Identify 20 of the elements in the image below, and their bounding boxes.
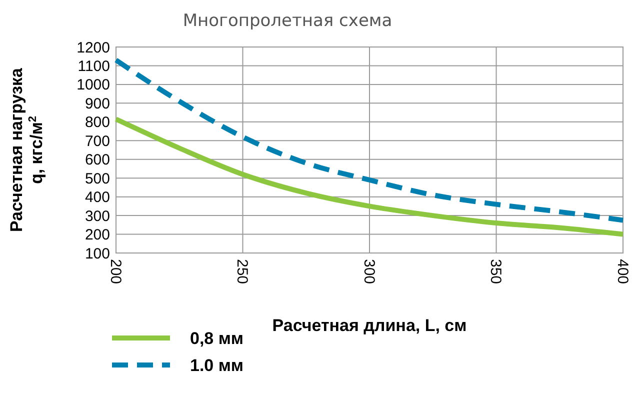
y-tick-label: 600 bbox=[84, 152, 110, 169]
y-tick-label: 800 bbox=[84, 114, 110, 132]
y-tick-label: 700 bbox=[84, 132, 110, 150]
y-tick-label: 1000 bbox=[76, 76, 110, 94]
y-tick-label: 400 bbox=[84, 189, 110, 206]
x-tick-label: 250 bbox=[234, 259, 250, 284]
x-tick-label: 300 bbox=[360, 259, 378, 284]
legend-label: 1.0 мм bbox=[190, 356, 244, 375]
x-tick-label: 350 bbox=[487, 259, 504, 284]
y-tick-label: 1100 bbox=[78, 58, 110, 75]
y-tick-label: 1200 bbox=[76, 39, 110, 56]
chart-title: Многопролетная схема bbox=[182, 11, 392, 31]
y-tick-label: 900 bbox=[84, 95, 110, 112]
legend-label: 0,8 мм bbox=[190, 328, 244, 348]
x-tick-label: 400 bbox=[614, 259, 631, 284]
x-axis-title: Расчетная длина, L, см bbox=[272, 316, 467, 335]
y-tick-label: 200 bbox=[84, 226, 110, 244]
y-tick-label: 100 bbox=[84, 245, 110, 262]
y-tick-label: 300 bbox=[84, 208, 110, 225]
y-tick-label: 500 bbox=[84, 170, 110, 188]
